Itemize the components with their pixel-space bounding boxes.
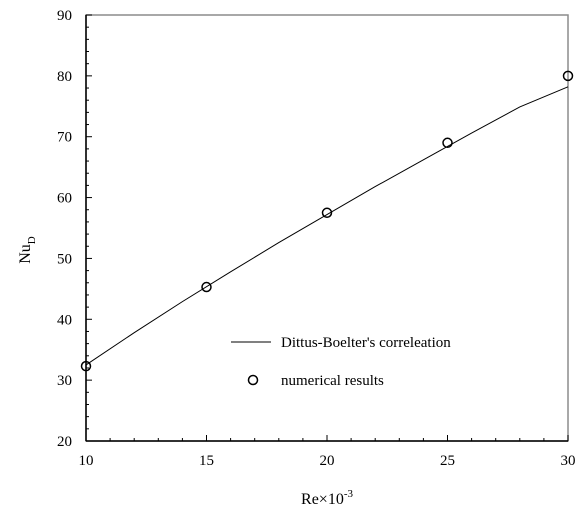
x-tick-label: 30 <box>561 453 576 469</box>
x-tick-label: 10 <box>79 453 94 469</box>
y-tick-label: 50 <box>57 251 72 267</box>
y-tick-label: 40 <box>57 312 72 328</box>
y-tick-label: 30 <box>57 373 72 389</box>
x-tick-label: 25 <box>440 453 455 469</box>
data-point <box>442 137 453 149</box>
data-point <box>201 281 212 293</box>
x-tick-label: 15 <box>199 453 214 469</box>
y-axis: 20 30 40 50 60 70 80 90 <box>57 8 92 450</box>
legend-marker-sample <box>247 374 259 386</box>
correlation-line <box>85 86 569 366</box>
y-tick-label: 70 <box>57 130 72 146</box>
x-axis-title: Re×10-3 <box>301 488 353 508</box>
y-tick-label: 20 <box>57 434 72 450</box>
y-tick-label: 80 <box>57 69 72 85</box>
x-axis-title-superscript: -3 <box>344 488 354 500</box>
y-tick-label: 90 <box>57 8 72 24</box>
y-tick-label: 60 <box>57 191 72 207</box>
y-axis-title: NuD <box>17 236 38 264</box>
legend: Dittus-Boelter's correleation numerical … <box>231 335 451 389</box>
legend-label-line: Dittus-Boelter's correleation <box>281 335 451 351</box>
y-axis-title-subscript: D <box>26 236 38 244</box>
data-point <box>562 70 574 82</box>
data-point <box>80 360 92 372</box>
x-axis: 10 15 20 25 30 <box>79 435 576 469</box>
x-tick-label: 20 <box>320 453 335 469</box>
series-layer <box>80 70 574 372</box>
data-point <box>321 207 333 219</box>
legend-label-marker: numerical results <box>281 373 384 389</box>
